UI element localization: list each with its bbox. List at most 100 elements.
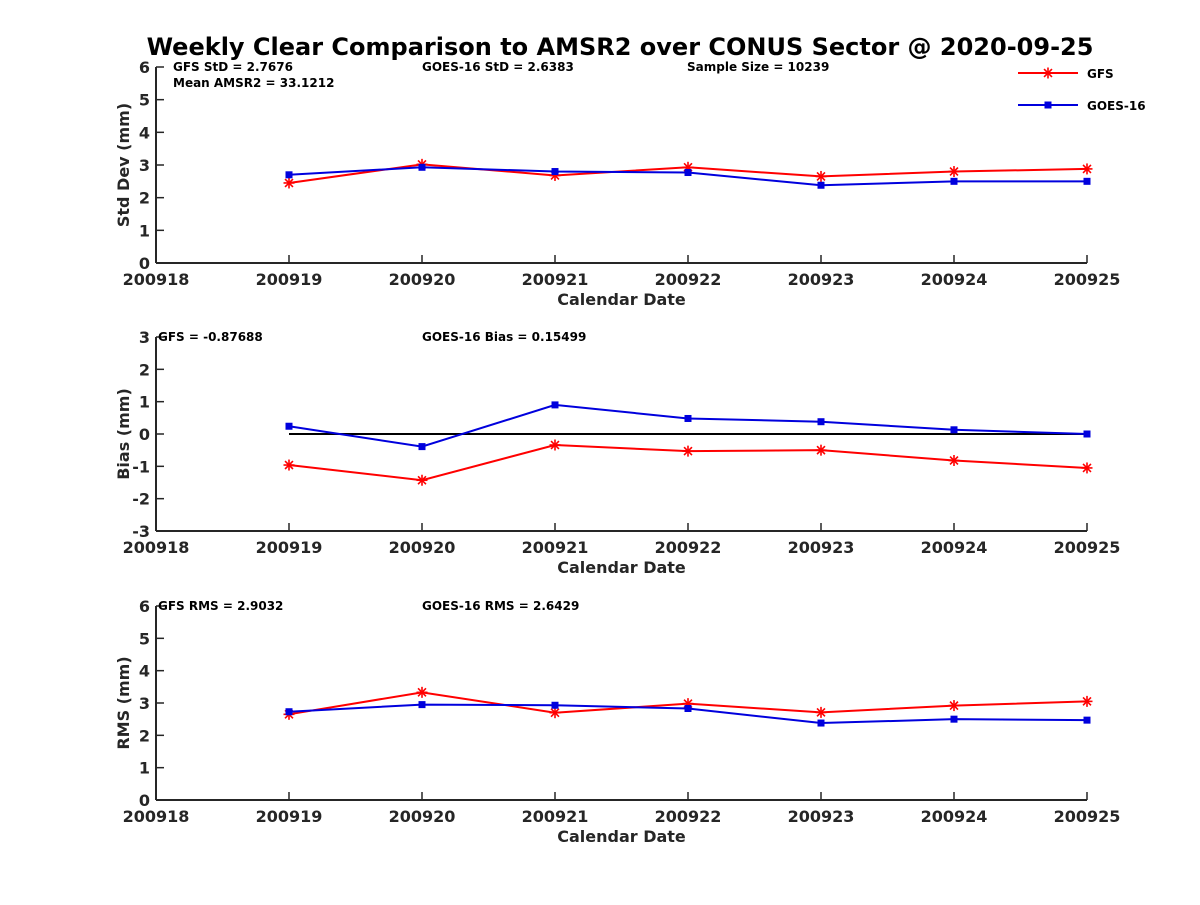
data-point	[684, 704, 692, 712]
x-tick-label: 200922	[655, 807, 722, 826]
data-point	[1083, 716, 1091, 724]
data-point	[948, 700, 960, 712]
stat-annotation: GOES-16 Bias = 0.15499	[422, 330, 586, 344]
data-point	[950, 177, 958, 185]
data-point	[549, 439, 561, 451]
x-tick-label: 200925	[1054, 807, 1121, 826]
data-point	[948, 455, 960, 467]
y-tick-label: 0	[139, 254, 150, 273]
data-point	[684, 169, 692, 177]
y-tick-label: 4	[139, 123, 150, 142]
x-axis-label: Calendar Date	[557, 290, 686, 309]
data-point	[815, 444, 827, 456]
x-tick-label: 200919	[256, 807, 323, 826]
data-point	[551, 701, 559, 709]
stat-annotation: GFS StD = 2.7676	[173, 60, 293, 74]
x-tick-label: 200925	[1054, 270, 1121, 289]
y-tick-label: 5	[139, 629, 150, 648]
data-point	[418, 443, 426, 451]
x-tick-label: 200919	[256, 270, 323, 289]
data-point	[1083, 177, 1091, 185]
data-point	[418, 701, 426, 709]
y-tick-label: -1	[132, 457, 150, 476]
y-tick-label: 6	[139, 597, 150, 616]
data-point	[950, 426, 958, 434]
series-gfs	[283, 686, 1093, 720]
x-tick-label: 200925	[1054, 538, 1121, 557]
x-tick-label: 200920	[389, 270, 456, 289]
x-tick-label: 200918	[123, 807, 190, 826]
x-tick-label: 200920	[389, 538, 456, 557]
y-tick-label: 3	[139, 156, 150, 175]
y-axis-label: RMS (mm)	[114, 656, 133, 749]
x-tick-label: 200923	[788, 807, 855, 826]
stat-annotation: GOES-16 RMS = 2.6429	[422, 599, 579, 613]
series-gfs	[283, 439, 1093, 486]
x-tick-label: 200922	[655, 538, 722, 557]
data-point	[817, 719, 825, 727]
x-tick-label: 200924	[921, 538, 988, 557]
y-tick-label: 6	[139, 58, 150, 77]
y-tick-label: 5	[139, 91, 150, 110]
y-tick-label: 2	[139, 189, 150, 208]
y-tick-label: 2	[139, 726, 150, 745]
x-tick-label: 200924	[921, 807, 988, 826]
y-axis-label: Bias (mm)	[114, 388, 133, 480]
y-tick-label: 4	[139, 662, 150, 681]
stat-annotation: GOES-16 StD = 2.6383	[422, 60, 574, 74]
y-tick-label: 1	[139, 759, 150, 778]
data-point	[549, 707, 561, 719]
x-tick-label: 200921	[522, 270, 589, 289]
series-line	[288, 403, 1088, 448]
y-tick-label: 0	[139, 791, 150, 810]
data-point	[950, 715, 958, 723]
x-tick-label: 200920	[389, 807, 456, 826]
stat-annotation: Sample Size = 10239	[687, 60, 829, 74]
x-tick-label: 200919	[256, 538, 323, 557]
stat-annotation: Mean AMSR2 = 33.1212	[173, 76, 334, 90]
data-point	[418, 163, 426, 171]
y-tick-label: 3	[139, 694, 150, 713]
legend-label: GOES-16	[1087, 99, 1146, 113]
y-tick-label: -3	[132, 522, 150, 541]
legend-label: GFS	[1087, 67, 1114, 81]
chart-title: Weekly Clear Comparison to AMSR2 over CO…	[147, 33, 1094, 61]
data-point	[285, 422, 293, 430]
data-point	[684, 414, 692, 422]
x-tick-label: 200924	[921, 270, 988, 289]
data-point	[1081, 695, 1093, 707]
data-point	[817, 418, 825, 426]
stat-annotation: GFS RMS = 2.9032	[158, 599, 283, 613]
series-goes-16	[285, 163, 1091, 189]
y-tick-label: 1	[139, 393, 150, 412]
panel-rms: 0 1 2 3 4 5 6 200918 200919 200920 200921 200922 200…	[114, 597, 1120, 846]
x-tick-label: 200923	[788, 538, 855, 557]
data-point	[1083, 430, 1091, 438]
y-axis-label: Std Dev (mm)	[114, 103, 133, 227]
data-point	[551, 401, 559, 409]
y-tick-label: -2	[132, 490, 150, 509]
x-tick-label: 200923	[788, 270, 855, 289]
x-tick-label: 200918	[123, 538, 190, 557]
x-tick-label: 200918	[123, 270, 190, 289]
legend-marker	[1044, 101, 1052, 109]
x-tick-label: 200921	[522, 807, 589, 826]
panel-std: 0 1 2 3 4 5 6 200918 200919 200920 200921 200922 200…	[114, 58, 1120, 309]
series-goes-16	[285, 701, 1091, 727]
y-tick-label: 2	[139, 360, 150, 379]
data-point	[283, 459, 295, 471]
data-point	[682, 445, 694, 457]
data-point	[285, 708, 293, 716]
data-point	[815, 170, 827, 182]
stat-annotation: GFS = -0.87688	[158, 330, 263, 344]
x-axis-label: Calendar Date	[557, 558, 686, 577]
series-goes-16	[285, 401, 1091, 451]
data-point	[1081, 462, 1093, 474]
y-tick-label: 1	[139, 221, 150, 240]
data-point	[416, 474, 428, 486]
panels-layer: 0 1 2 3 4 5 6 200918 200919 200920 200921 200922 200…	[114, 58, 1120, 846]
legend: GFS GOES-16	[1018, 67, 1146, 113]
panel-bias: -3 -2 -1 0 1 2 3 200918 200919 200920 200921 200922…	[114, 328, 1120, 577]
